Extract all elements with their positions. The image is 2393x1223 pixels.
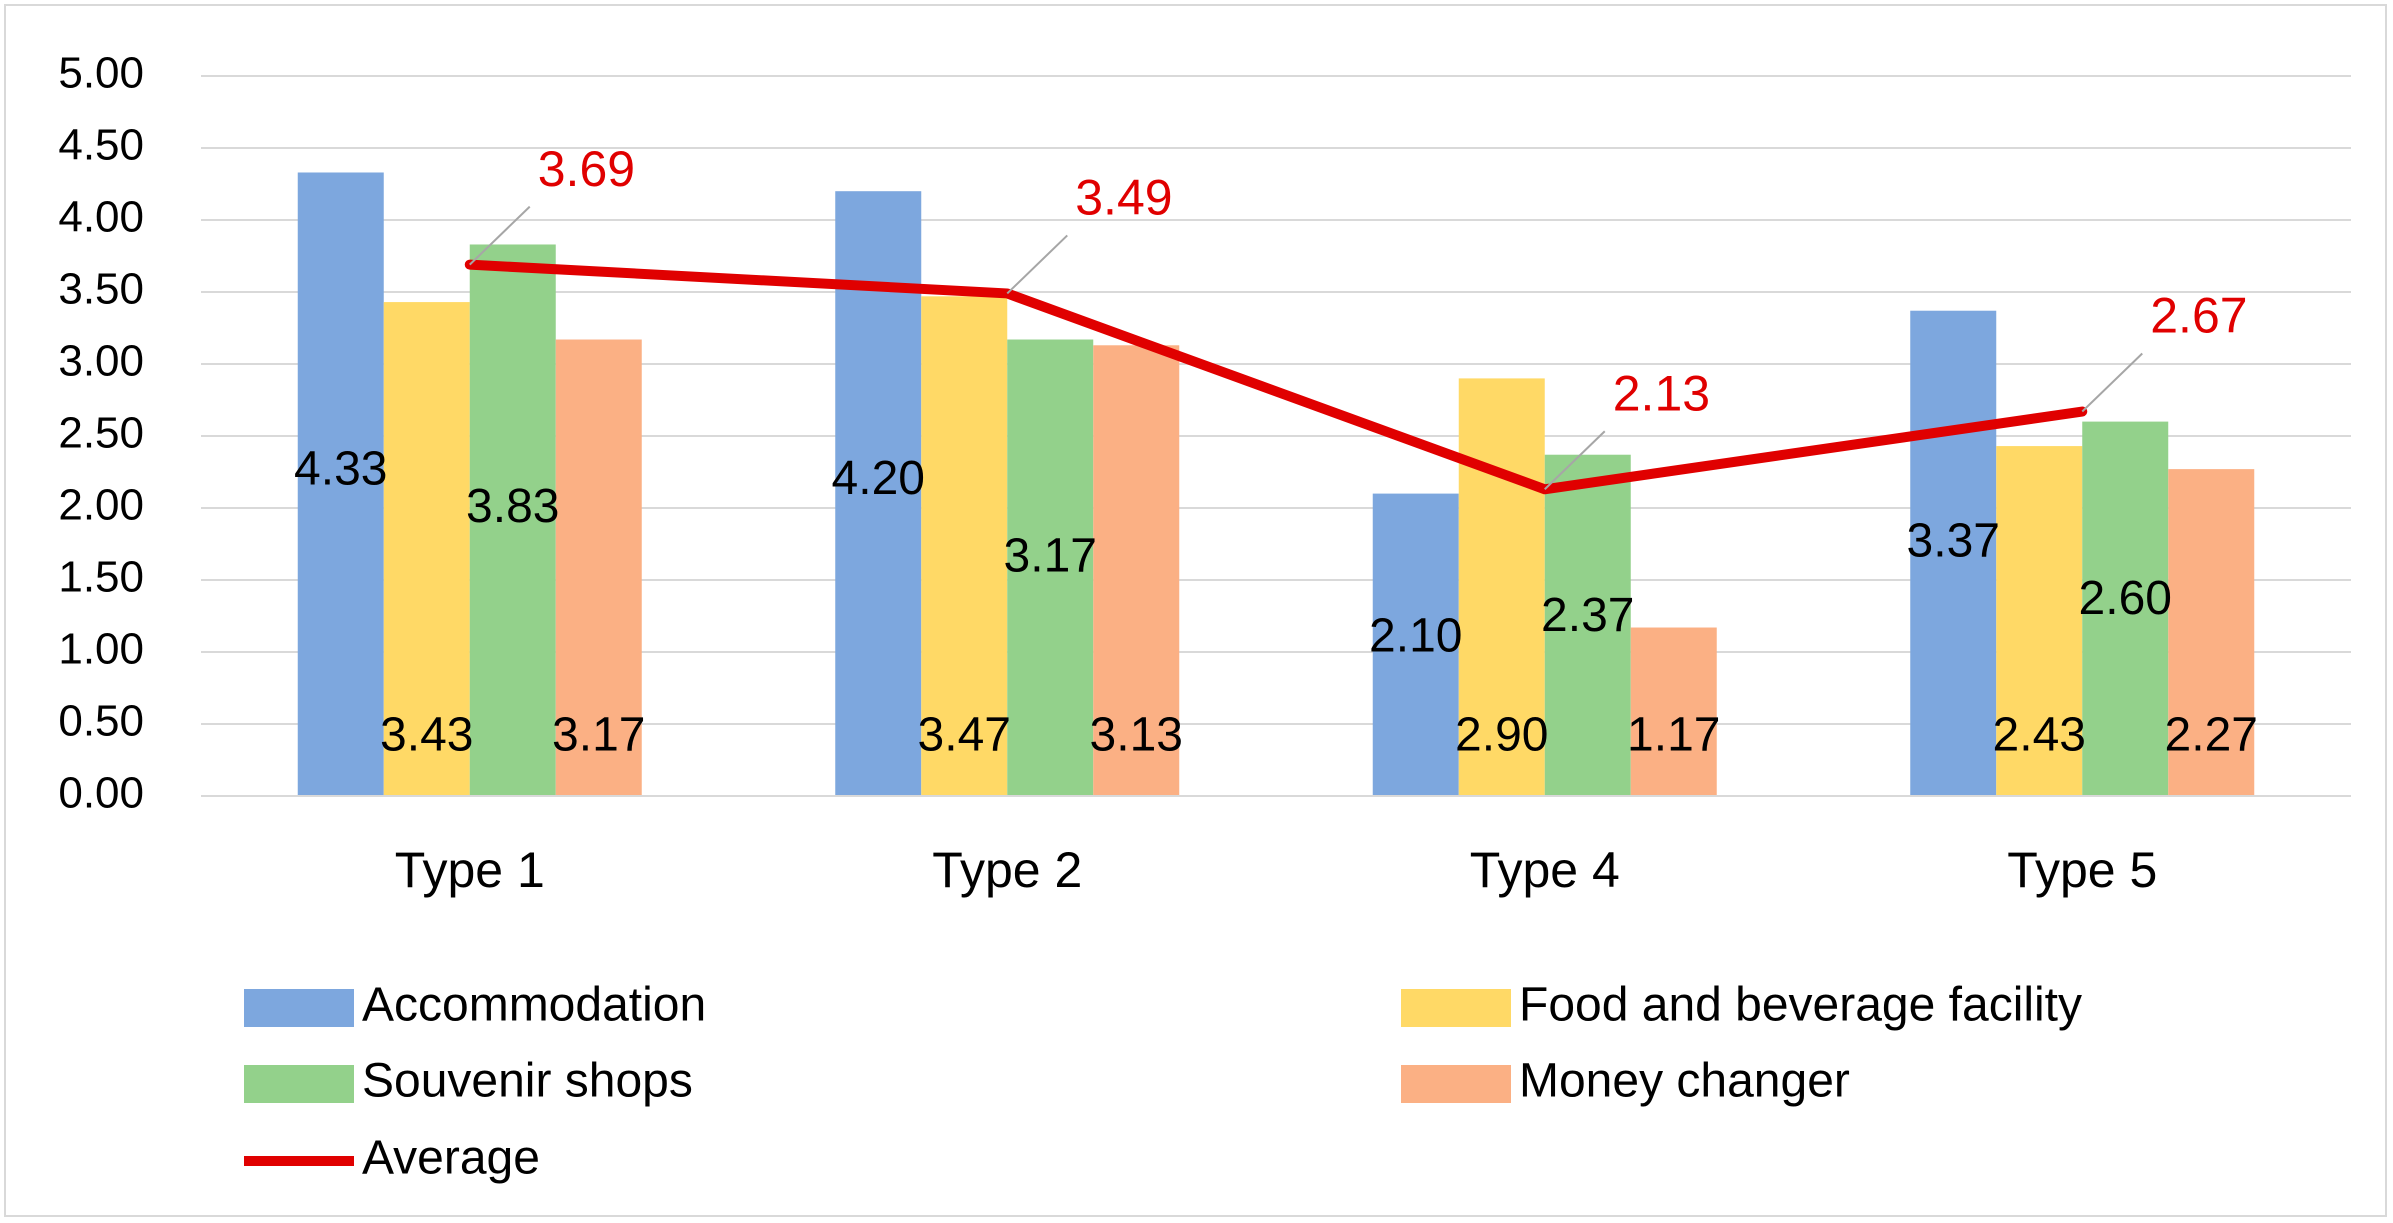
bar-label-accommodation-type-5: 3.37 <box>1907 514 2000 567</box>
legend: Accommodation Food and beverage facility S… <box>244 979 2082 1185</box>
bar-money-changer-type-5 <box>2168 469 2255 796</box>
leader-line-average-type-4 <box>1544 430 1606 490</box>
bar-food-and-beverage-facility-type-1 <box>383 302 470 796</box>
bar-label-accommodation-type-1: 4.33 <box>294 442 387 495</box>
y-tick-label: 2.50 <box>58 409 144 458</box>
y-tick-label: 0.50 <box>58 697 144 746</box>
bar-label-souvenir-shops-type-4: 2.37 <box>1541 589 1634 642</box>
leader-line-average-type-2 <box>1006 234 1068 295</box>
y-tick-label: 4.00 <box>58 193 144 242</box>
legend-swatch-money-changer <box>1401 1065 1511 1103</box>
average-line <box>464 259 2088 495</box>
bar-souvenir-shops-type-1 <box>469 244 556 797</box>
legend-label-souvenir-shops: Souvenir shops <box>362 1055 693 1108</box>
bar-label-money-changer-type-1: 3.17 <box>552 709 645 762</box>
average-label-type-5: 2.67 <box>2150 288 2247 344</box>
bar-label-souvenir-shops-type-2: 3.17 <box>1004 529 1097 582</box>
bar-label-food-and-beverage-facility-type-2: 3.47 <box>918 709 1011 762</box>
average-leader-lines <box>469 205 2143 490</box>
bar-souvenir-shops-type-4 <box>1544 454 1631 796</box>
legend-swatch-accommodation <box>244 989 354 1027</box>
x-tick-label-type-5: Type 5 <box>2007 842 2157 898</box>
bar-souvenir-shops-type-5 <box>2082 421 2169 796</box>
x-axis-category-labels: Type 1 Type 2 Type 4 Type 5 <box>395 842 2158 898</box>
y-tick-label: 1.50 <box>58 553 144 602</box>
y-tick-label: 1.00 <box>58 625 144 674</box>
bar-accommodation-type-5 <box>1910 310 1997 796</box>
x-tick-label-type-2: Type 2 <box>932 842 1082 898</box>
y-tick-label: 3.00 <box>58 337 144 386</box>
bar-accommodation-type-1 <box>297 172 384 797</box>
legend-swatch-food-and-beverage-facility <box>1401 989 1511 1027</box>
bar-food-and-beverage-facility-type-4 <box>1458 378 1545 796</box>
bar-accommodation-type-4 <box>1372 493 1459 796</box>
legend-label-money-changer: Money changer <box>1519 1055 1850 1108</box>
bar-label-souvenir-shops-type-5: 2.60 <box>2079 572 2172 625</box>
leader-line-average-type-1 <box>469 205 531 266</box>
y-tick-label: 4.50 <box>58 121 144 170</box>
y-tick-label: 3.50 <box>58 265 144 314</box>
bars <box>297 172 2255 797</box>
line-average <box>464 259 2088 495</box>
bar-label-food-and-beverage-facility-type-4: 2.90 <box>1455 709 1548 762</box>
legend-label-food-and-beverage-facility: Food and beverage facility <box>1519 979 2082 1032</box>
average-label-type-2: 3.49 <box>1075 170 1172 226</box>
y-tick-label: 5.00 <box>58 49 144 98</box>
bar-food-and-beverage-facility-type-2 <box>921 296 1008 796</box>
x-tick-label-type-1: Type 1 <box>395 842 545 898</box>
bar-souvenir-shops-type-2 <box>1007 339 1094 796</box>
bar-label-money-changer-type-4: 1.17 <box>1627 709 1720 762</box>
bar-label-money-changer-type-2: 3.13 <box>1090 709 1183 762</box>
bar-label-food-and-beverage-facility-type-5: 2.43 <box>1993 709 2086 762</box>
average-label-type-1: 3.69 <box>538 141 635 197</box>
legend-swatch-souvenir-shops <box>244 1065 354 1103</box>
bar-money-changer-type-2 <box>1093 345 1180 796</box>
chart: 0.00 0.50 1.00 1.50 2.00 2.50 3.00 3.50 4.00 4.50… <box>4 4 2387 1217</box>
chart-canvas: 0.00 0.50 1.00 1.50 2.00 2.50 3.00 3.50 4.00 4.50… <box>58 49 2351 1185</box>
legend-label-average: Average <box>362 1132 540 1185</box>
y-tick-label: 0.00 <box>58 769 144 818</box>
bar-data-labels: 4.33 4.20 2.10 3.37 3.43 3.47 2.90 2.43 3.83 3.17… <box>294 442 2258 761</box>
bar-label-accommodation-type-4: 2.10 <box>1369 609 1462 662</box>
y-axis-tick-labels: 0.00 0.50 1.00 1.50 2.00 2.50 3.00 3.50 4.00 4.50… <box>58 49 144 818</box>
bar-money-changer-type-1 <box>555 339 642 796</box>
bar-food-and-beverage-facility-type-5 <box>1996 446 2083 796</box>
bar-label-money-changer-type-5: 2.27 <box>2165 709 2258 762</box>
bar-label-accommodation-type-2: 4.20 <box>832 452 925 505</box>
y-tick-label: 2.00 <box>58 481 144 530</box>
legend-label-accommodation: Accommodation <box>362 979 706 1032</box>
leader-line-average-type-5 <box>2081 352 2143 413</box>
bar-money-changer-type-4 <box>1630 627 1717 796</box>
bar-label-souvenir-shops-type-1: 3.83 <box>466 480 559 533</box>
bar-label-food-and-beverage-facility-type-1: 3.43 <box>380 709 473 762</box>
x-tick-label-type-4: Type 4 <box>1470 842 1620 898</box>
average-data-labels: 3.69 3.49 2.13 2.67 <box>538 141 2248 422</box>
average-label-type-4: 2.13 <box>1613 365 1710 421</box>
